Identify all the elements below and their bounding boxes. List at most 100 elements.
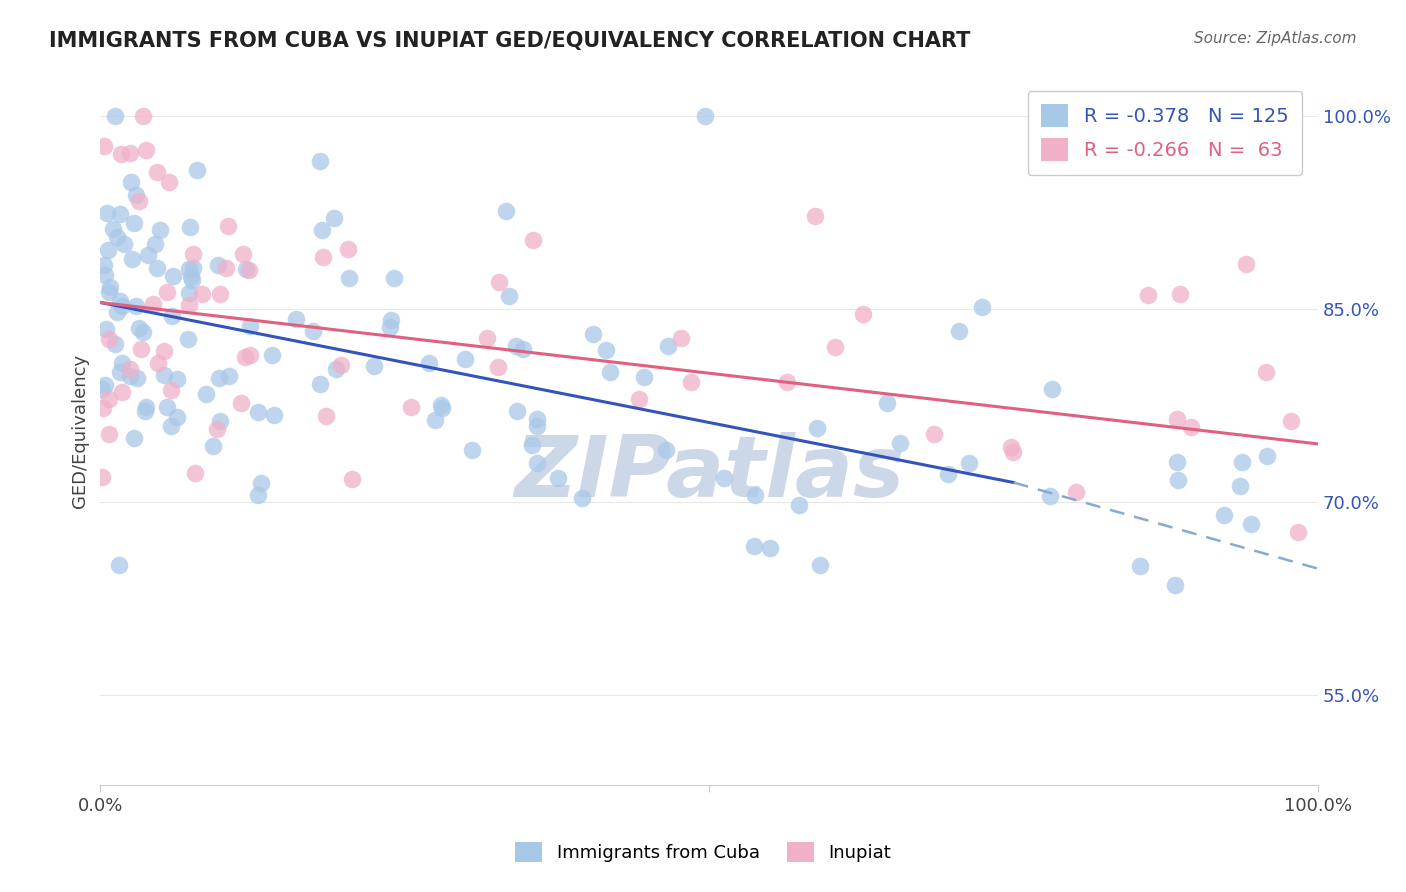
Point bbox=[146, 165, 169, 179]
Point bbox=[922, 426, 945, 441]
Point bbox=[498, 289, 520, 303]
Point bbox=[239, 318, 262, 333]
Point bbox=[179, 220, 201, 235]
Point bbox=[325, 362, 347, 376]
Point bbox=[111, 299, 134, 313]
Point bbox=[1239, 516, 1261, 531]
Point bbox=[166, 410, 188, 425]
Point bbox=[679, 375, 702, 389]
Point bbox=[145, 237, 167, 252]
Point bbox=[153, 368, 176, 383]
Point bbox=[713, 471, 735, 485]
Point bbox=[156, 400, 179, 414]
Point bbox=[308, 154, 330, 169]
Point bbox=[1180, 420, 1202, 434]
Point bbox=[742, 539, 765, 553]
Point bbox=[98, 280, 121, 294]
Point bbox=[1163, 578, 1185, 592]
Point bbox=[1234, 257, 1257, 271]
Point bbox=[1167, 473, 1189, 487]
Point bbox=[547, 471, 569, 485]
Point bbox=[323, 211, 346, 226]
Point bbox=[315, 409, 337, 423]
Point bbox=[488, 359, 510, 374]
Point bbox=[808, 558, 831, 573]
Point bbox=[495, 204, 517, 219]
Point bbox=[235, 262, 257, 277]
Point bbox=[146, 261, 169, 276]
Point bbox=[207, 422, 229, 436]
Point bbox=[522, 233, 544, 247]
Point bbox=[129, 342, 152, 356]
Point bbox=[628, 392, 651, 406]
Point bbox=[571, 491, 593, 505]
Point bbox=[98, 392, 121, 406]
Point bbox=[125, 299, 148, 313]
Point bbox=[121, 252, 143, 266]
Point bbox=[889, 436, 911, 450]
Point bbox=[337, 242, 360, 256]
Point bbox=[218, 368, 240, 383]
Point bbox=[157, 175, 180, 189]
Point bbox=[94, 378, 117, 392]
Point bbox=[207, 258, 229, 272]
Point bbox=[1000, 441, 1022, 455]
Point bbox=[806, 421, 828, 435]
Point bbox=[229, 396, 252, 410]
Point bbox=[91, 401, 114, 416]
Point bbox=[285, 312, 308, 326]
Point bbox=[380, 312, 402, 326]
Point bbox=[122, 431, 145, 445]
Point bbox=[122, 216, 145, 230]
Point bbox=[135, 143, 157, 157]
Point bbox=[104, 109, 127, 123]
Point bbox=[657, 339, 679, 353]
Point bbox=[232, 246, 254, 260]
Point bbox=[970, 300, 993, 314]
Point bbox=[148, 355, 170, 369]
Point bbox=[91, 382, 114, 396]
Point bbox=[311, 223, 333, 237]
Point bbox=[520, 437, 543, 451]
Point bbox=[1232, 455, 1254, 469]
Point bbox=[96, 322, 118, 336]
Point bbox=[599, 365, 621, 379]
Point bbox=[250, 476, 273, 491]
Point bbox=[179, 262, 201, 277]
Point bbox=[156, 285, 179, 300]
Point bbox=[214, 261, 236, 276]
Point bbox=[418, 355, 440, 369]
Point bbox=[247, 405, 270, 419]
Point bbox=[1286, 524, 1309, 539]
Point bbox=[475, 331, 498, 345]
Point bbox=[430, 401, 453, 416]
Point bbox=[93, 259, 115, 273]
Point bbox=[94, 268, 117, 282]
Point bbox=[582, 327, 605, 342]
Point bbox=[337, 271, 360, 285]
Point bbox=[340, 471, 363, 485]
Text: Source: ZipAtlas.com: Source: ZipAtlas.com bbox=[1194, 31, 1357, 46]
Point bbox=[454, 352, 477, 367]
Point bbox=[195, 387, 218, 401]
Point bbox=[97, 243, 120, 257]
Point bbox=[118, 368, 141, 383]
Point bbox=[1166, 455, 1188, 469]
Point bbox=[948, 324, 970, 338]
Point bbox=[98, 285, 121, 299]
Point bbox=[125, 187, 148, 202]
Point bbox=[655, 442, 678, 457]
Point bbox=[1137, 287, 1160, 301]
Point bbox=[378, 319, 401, 334]
Point bbox=[247, 488, 270, 502]
Legend: Immigrants from Cuba, Inupiat: Immigrants from Cuba, Inupiat bbox=[508, 834, 898, 870]
Point bbox=[142, 297, 165, 311]
Point bbox=[1256, 365, 1278, 379]
Point bbox=[526, 419, 548, 434]
Point bbox=[208, 371, 231, 385]
Point bbox=[149, 223, 172, 237]
Point bbox=[209, 414, 232, 428]
Point bbox=[804, 210, 827, 224]
Y-axis label: GED/Equivalency: GED/Equivalency bbox=[72, 354, 89, 508]
Point bbox=[118, 362, 141, 376]
